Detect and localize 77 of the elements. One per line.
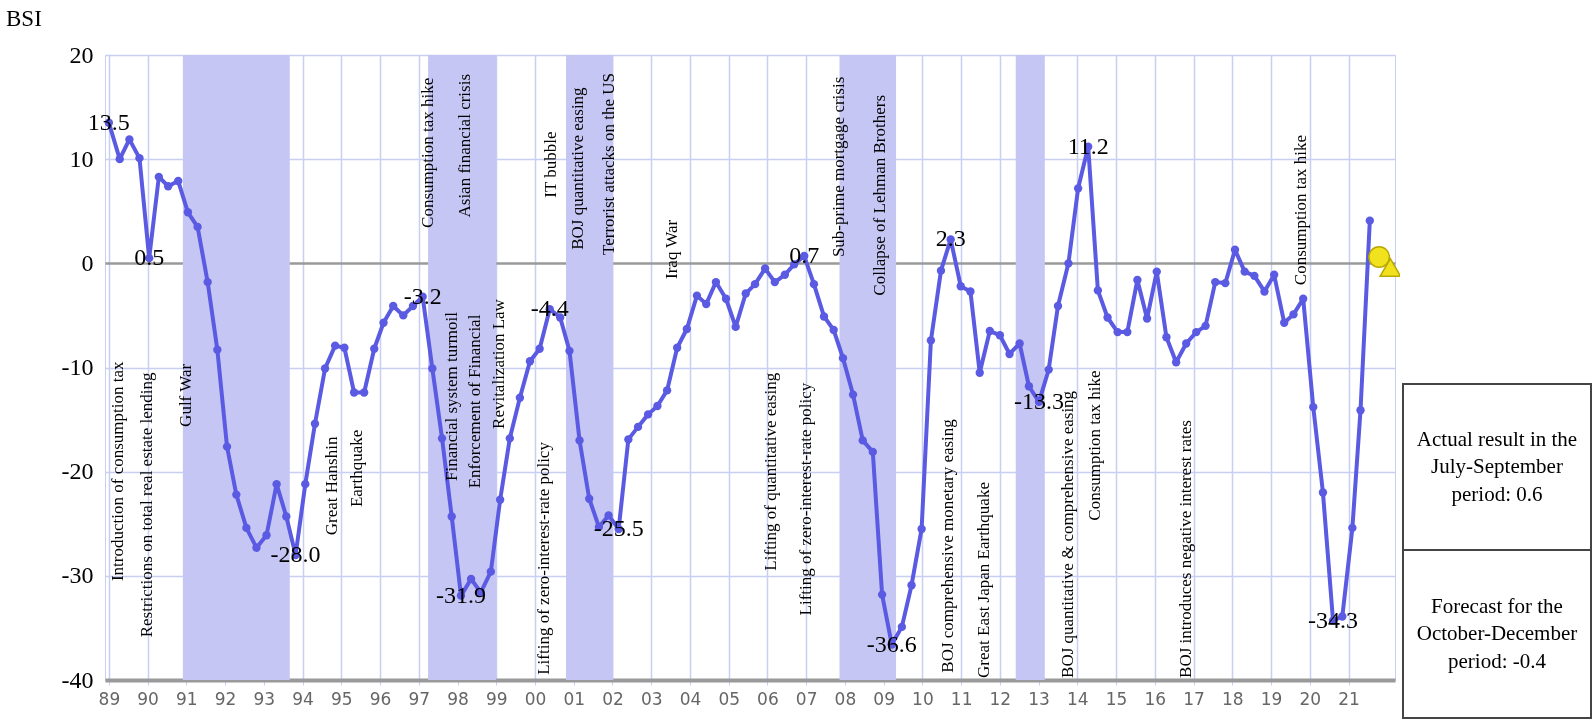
y-tick-label: 20 xyxy=(69,41,94,68)
x-tick-label: 02 xyxy=(602,688,624,709)
annotation: BOJ introduces negative interest rates xyxy=(1175,420,1195,678)
annotation: Collapse of Lehman Brothers xyxy=(869,94,889,296)
annotation: Consumption tax hike xyxy=(1084,370,1104,521)
y-tick-label: -40 xyxy=(61,666,94,693)
x-tick-label: 06 xyxy=(757,688,779,709)
x-tick-label: 99 xyxy=(485,688,508,709)
data-label: 11.2 xyxy=(1067,132,1109,159)
annotation: Revitalization Law xyxy=(489,298,509,429)
x-tick-label: 05 xyxy=(718,688,741,709)
annotation: Lifting of zero-interest-rate policy xyxy=(796,382,816,616)
x-tick-label: 19 xyxy=(1260,688,1283,709)
x-tick-label: 98 xyxy=(447,688,469,709)
x-tick-label: 11 xyxy=(950,688,973,709)
y-tick-label: 10 xyxy=(69,145,94,172)
x-tick-label: 14 xyxy=(1067,688,1089,709)
x-tick-label: 00 xyxy=(524,688,547,709)
annotation: Earthquake xyxy=(346,429,366,508)
x-tick-label: 90 xyxy=(137,688,159,709)
data-label: -36.6 xyxy=(866,630,917,657)
annotation: Iraq War xyxy=(661,219,681,279)
annotation: Terrorist attacks on the US xyxy=(598,73,618,255)
data-label: 0.7 xyxy=(789,242,820,269)
x-tick-label: 92 xyxy=(214,688,237,709)
annotation: BOJ comprehensive monetary easing xyxy=(937,418,957,673)
annotation: Gulf War xyxy=(175,363,195,427)
annotation: Enforcement of Financial xyxy=(464,314,484,489)
data-label: -34.3 xyxy=(1308,606,1359,633)
y-axis-title: BSI xyxy=(6,6,42,32)
annotation: Lifting of zero-interest-rate policy xyxy=(533,441,553,675)
x-tick-label: 95 xyxy=(330,688,353,709)
x-tick-label: 03 xyxy=(640,688,663,709)
data-label: -25.5 xyxy=(593,514,644,541)
x-tick-label: 09 xyxy=(873,688,895,709)
annotation: Financial system turmoil xyxy=(441,311,461,482)
annotation: Lifting of quantitative easing xyxy=(760,372,780,571)
x-tick-label: 91 xyxy=(176,688,198,709)
y-tick-label: 0 xyxy=(81,249,94,276)
annotation: Great Hanshin xyxy=(322,436,342,536)
annotation: Restrictions on total real estate lending xyxy=(137,371,157,638)
annotation: Asian financial crisis xyxy=(455,73,475,218)
x-tick-label: 20 xyxy=(1299,688,1322,709)
x-tick-label: 15 xyxy=(1105,688,1128,709)
x-tick-label: 21 xyxy=(1338,688,1360,709)
x-tick-label: 13 xyxy=(1028,688,1050,709)
x-tick-label: 94 xyxy=(292,688,314,709)
x-tick-label: 01 xyxy=(563,688,586,709)
annotation: Consumption tax hike xyxy=(1291,135,1311,286)
data-label: -4.4 xyxy=(530,295,569,322)
y-tick-label: -30 xyxy=(61,562,94,589)
x-tick-label: 97 xyxy=(408,688,431,709)
annotation: BOJ quantitative easing xyxy=(568,86,588,250)
x-tick-label: 07 xyxy=(795,688,818,709)
x-tick-label: 89 xyxy=(98,688,121,709)
annotation: Consumption tax hike xyxy=(418,77,438,228)
x-tick-label: 10 xyxy=(912,688,934,709)
x-tick-label: 93 xyxy=(253,688,276,709)
x-tick-label: 08 xyxy=(834,688,857,709)
y-tick-label: -10 xyxy=(61,354,94,380)
x-tick-label: 17 xyxy=(1183,688,1205,709)
annotation: Great East Japan Earthquake xyxy=(973,482,993,678)
x-tick-label: 04 xyxy=(679,688,702,709)
x-tick-label: 18 xyxy=(1221,688,1244,709)
x-tick-label: 16 xyxy=(1144,688,1167,709)
data-label: 13.5 xyxy=(87,108,130,135)
data-label: -28.0 xyxy=(270,541,321,567)
data-label: -3.2 xyxy=(403,282,442,309)
data-label: 0.5 xyxy=(134,244,165,271)
x-tick-label: 12 xyxy=(989,688,1012,709)
data-label: 2.3 xyxy=(935,225,966,252)
annotation: IT bubble xyxy=(540,131,560,198)
annotation: Sub-prime mortgage crisis xyxy=(829,76,849,258)
data-label: -31.9 xyxy=(436,581,487,608)
x-tick-label: 96 xyxy=(369,688,392,709)
annotation: Introduction of consumption tax xyxy=(108,360,128,582)
y-tick-label: -20 xyxy=(61,458,94,485)
